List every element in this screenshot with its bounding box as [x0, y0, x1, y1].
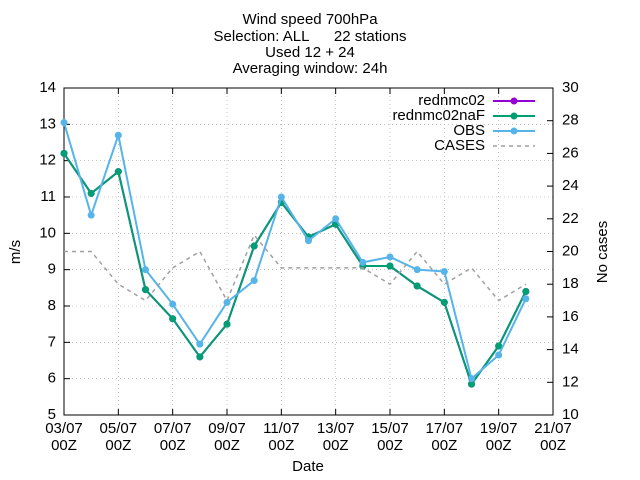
- y2-tick-label: 24: [562, 177, 579, 194]
- point: [522, 295, 530, 303]
- point: [277, 193, 285, 201]
- point: [386, 253, 394, 261]
- x-tick-label: 09/07: [208, 420, 246, 437]
- series-line: [63, 122, 527, 381]
- x-tick-label: 13/07: [317, 420, 355, 437]
- point: [413, 282, 421, 290]
- y-tick-label: 13: [39, 115, 56, 132]
- x-tick-label: 05/07: [100, 420, 138, 437]
- point: [468, 380, 475, 388]
- y2-tick-label: 22: [562, 210, 579, 227]
- point: [250, 277, 258, 285]
- legend-label: OBS: [453, 122, 485, 139]
- point: [142, 286, 149, 294]
- x-tick-label: 11/07: [263, 420, 299, 437]
- y2-tick-label: 14: [562, 341, 579, 358]
- x-tick-label: 15/07: [371, 420, 409, 437]
- point: [87, 211, 95, 219]
- point: [223, 298, 231, 306]
- x-tick-label: 19/07: [480, 420, 518, 437]
- point: [87, 189, 95, 197]
- series-line: [64, 233, 527, 303]
- point: [386, 262, 394, 270]
- point: [142, 266, 149, 274]
- y2-axis-label: No cases: [594, 221, 611, 284]
- point: [413, 266, 421, 274]
- x-tick-label: 00Z: [486, 437, 512, 454]
- x-tick-label: 00Z: [105, 437, 131, 454]
- point: [114, 168, 122, 176]
- x-axis-label: Date: [292, 458, 324, 475]
- point: [332, 215, 340, 223]
- legend-label: rednmc02naF: [392, 107, 485, 124]
- legend-label: rednmc02: [418, 92, 485, 109]
- point: [114, 131, 122, 139]
- y2-tick-label: 12: [562, 373, 579, 390]
- y-tick-label: 5: [48, 406, 56, 423]
- title-line: Wind speed 700hPa: [242, 11, 378, 28]
- x-tick-label: 00Z: [377, 437, 403, 454]
- point: [196, 353, 204, 361]
- point: [468, 375, 475, 383]
- point: [169, 300, 177, 308]
- point: [495, 351, 503, 359]
- x-tick-label: 00Z: [323, 437, 349, 454]
- y-tick-label: 9: [48, 261, 56, 278]
- x-tick-label: 03/07: [45, 420, 83, 437]
- legend-marker: [510, 112, 518, 120]
- y-tick-label: 6: [48, 370, 56, 387]
- y2-tick-label: 28: [562, 112, 579, 129]
- y2-tick-label: 18: [562, 275, 579, 292]
- point: [495, 342, 503, 350]
- point: [440, 267, 448, 275]
- y-tick-label: 7: [48, 333, 56, 350]
- y-tick-label: 14: [39, 79, 56, 96]
- point: [305, 237, 312, 245]
- x-tick-label: 00Z: [540, 437, 566, 454]
- y-tick-label: 10: [39, 224, 56, 241]
- point: [196, 340, 204, 348]
- y-tick-label: 11: [40, 188, 56, 205]
- point: [60, 149, 68, 157]
- title-line: Used 12 + 24: [265, 44, 355, 61]
- x-tick-label: 00Z: [160, 437, 186, 454]
- y-axis-label: m/s: [7, 240, 24, 264]
- x-tick-label: 00Z: [214, 437, 240, 454]
- x-tick-label: 17/07: [426, 420, 464, 437]
- x-tick-label: 00Z: [431, 437, 457, 454]
- point: [522, 287, 530, 295]
- x-tick-label: 21/07: [534, 420, 572, 437]
- point: [60, 119, 68, 127]
- legend-marker: [510, 97, 518, 105]
- point: [169, 315, 177, 323]
- point: [250, 242, 258, 250]
- title-line: Selection: ALL 22 stations: [214, 28, 407, 45]
- x-tick-label: 00Z: [51, 437, 77, 454]
- x-tick-label: 00Z: [268, 437, 294, 454]
- point: [223, 320, 231, 328]
- y2-tick-label: 16: [562, 308, 579, 325]
- y2-tick-label: 10: [562, 406, 579, 423]
- point: [440, 298, 448, 306]
- legend-marker: [510, 127, 518, 135]
- title-line: Averaging window: 24h: [233, 60, 388, 77]
- point: [359, 258, 367, 266]
- legend-label: CASES: [434, 137, 485, 154]
- y2-tick-label: 26: [562, 144, 579, 161]
- y-tick-label: 8: [48, 297, 56, 314]
- x-tick-label: 07/07: [154, 420, 192, 437]
- y2-tick-label: 30: [562, 79, 579, 96]
- y2-tick-label: 20: [562, 242, 579, 259]
- y-tick-label: 12: [39, 152, 56, 169]
